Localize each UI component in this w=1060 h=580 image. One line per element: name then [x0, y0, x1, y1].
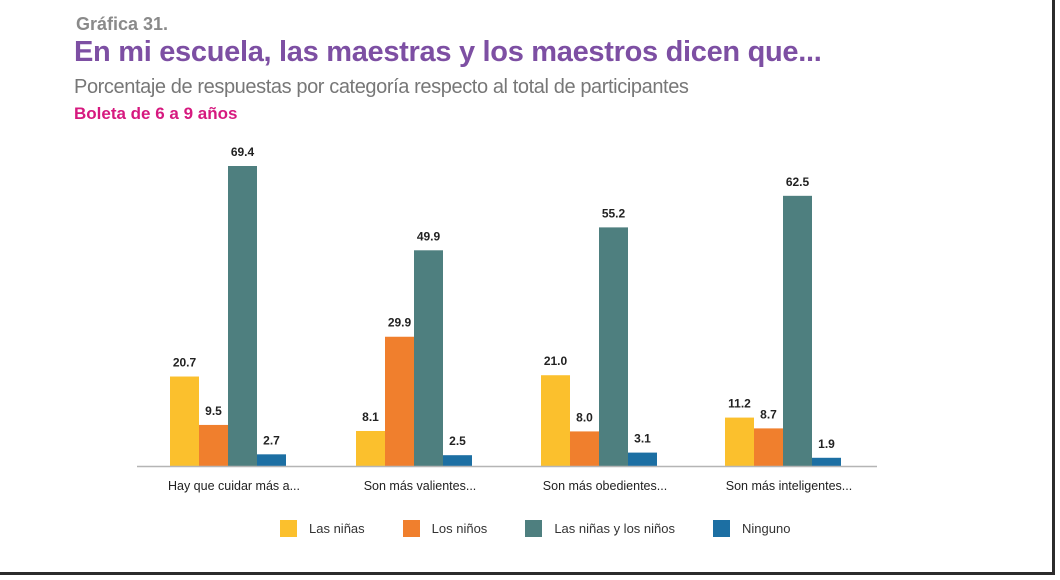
chart-group-label: Boleta de 6 a 9 años	[74, 104, 238, 123]
data-label: 2.5	[449, 434, 466, 448]
bar-2-series-1	[356, 430, 385, 466]
bar-3-series-1	[541, 375, 570, 466]
data-label: 8.0	[576, 410, 593, 424]
bar-chart: 20.7 8.1 21.0 11.2 9.5 29.9 8.0 8.7 69.4 49.9 55.2…	[137, 145, 877, 493]
bar-2-series-2	[385, 336, 414, 466]
legend-item: Los niños	[402, 520, 488, 537]
x-tick-label: Hay que cuidar más a...	[168, 479, 300, 493]
legend-item: Ninguno	[713, 520, 790, 537]
legend-item: Las niñas y los niños	[525, 520, 675, 537]
bar-1-series-2	[199, 424, 228, 466]
bar-3-series-2	[570, 431, 599, 466]
bar-3-series-3	[599, 227, 628, 466]
legend-swatch	[280, 520, 297, 537]
chart-title: En mi escuela, las maestras y los maestr…	[74, 36, 822, 68]
legend-item: Las niñas	[280, 520, 365, 537]
data-label: 49.9	[417, 229, 441, 243]
chart-legend: Las niñas Los niños Las niñas y los niños N…	[280, 520, 828, 537]
data-label: 11.2	[728, 397, 751, 411]
legend-label: Las niñas	[309, 521, 365, 536]
legend-label: Ninguno	[742, 521, 791, 536]
legend-label: Las niñas y los niños	[554, 521, 675, 536]
data-label: 8.1	[362, 410, 379, 424]
bar-4-series-1	[725, 417, 754, 466]
legend-swatch	[713, 520, 730, 537]
x-tick-label: Son más valientes...	[364, 479, 477, 493]
bar-1-series-4	[257, 454, 286, 466]
legend-swatch	[402, 520, 420, 537]
data-label: 9.5	[205, 404, 222, 418]
bar-4-series-2	[754, 428, 783, 466]
data-label: 62.5	[786, 175, 810, 189]
bar-2-series-3	[414, 250, 443, 466]
legend-swatch	[525, 520, 543, 537]
x-tick-label: Son más obedientes...	[543, 479, 667, 493]
bar-4-series-4	[812, 457, 841, 466]
bar-1-series-3	[228, 166, 257, 466]
data-label: 29.9	[388, 316, 412, 330]
figure-label: Gráfica 31.	[76, 14, 169, 34]
data-label: 3.1	[634, 432, 651, 446]
data-label: 8.7	[760, 407, 777, 421]
data-label: 2.7	[263, 433, 280, 447]
data-label: 21.0	[544, 354, 568, 368]
bar-3-series-4	[628, 452, 657, 466]
data-label: 20.7	[173, 356, 197, 370]
bar-2-series-4	[443, 455, 472, 466]
data-label: 69.4	[231, 145, 255, 159]
legend-label: Los niños	[431, 521, 488, 536]
bar-1-series-1	[170, 376, 199, 466]
x-tick-label: Son más inteligentes...	[726, 479, 852, 493]
data-label: 1.9	[818, 437, 835, 451]
data-label: 55.2	[602, 206, 626, 220]
bar-4-series-3	[783, 195, 812, 466]
chart-subtitle: Porcentaje de respuestas por categoría r…	[74, 76, 689, 98]
